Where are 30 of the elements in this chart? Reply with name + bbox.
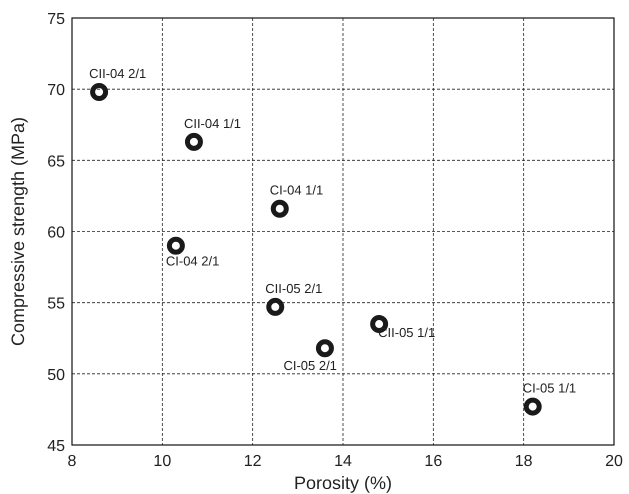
y-tick-label: 45 — [47, 438, 66, 455]
x-tick-label: 14 — [334, 453, 352, 470]
annotation: CII-05 2/1 — [265, 280, 322, 296]
annotation: CII-04 1/1 — [184, 116, 242, 131]
y-tick-label: 50 — [47, 366, 66, 384]
x-tick-label: 16 — [424, 453, 442, 470]
y-axis-title: Compressive strength (MPa) — [8, 116, 28, 346]
x-tick-label: 20 — [605, 453, 623, 470]
y-tick-label: 55 — [47, 296, 66, 313]
point — [270, 200, 289, 218]
y-tick-label: 60 — [47, 224, 66, 242]
point — [266, 298, 284, 316]
x-tick-label: 10 — [153, 453, 172, 470]
point — [90, 83, 108, 102]
point — [524, 398, 542, 416]
y-tick-label: 75 — [47, 11, 66, 28]
x-tick-label: 12 — [244, 453, 262, 470]
annotation: CI-05 1/1 — [522, 380, 576, 396]
point — [166, 236, 185, 255]
annotation: CI-04 1/1 — [270, 182, 324, 198]
x-axis-title: Porosity (%) — [294, 473, 392, 493]
x-tick-label: 18 — [514, 453, 533, 470]
y-tick-label: 70 — [47, 82, 66, 100]
annotation: CII-04 2/1 — [89, 66, 146, 82]
point — [184, 132, 203, 151]
x-tick-label: 8 — [68, 453, 77, 470]
annotation: CI-05 2/1 — [283, 358, 337, 374]
annotation: CI-04 2/1 — [166, 254, 220, 269]
y-tick-label: 65 — [47, 153, 66, 170]
point — [316, 339, 334, 358]
